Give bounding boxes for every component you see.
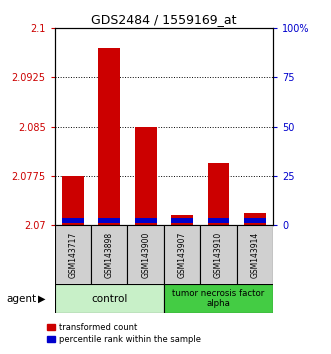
Bar [62,218,84,223]
Bar [164,225,200,285]
Bar [208,218,229,223]
Bar [98,218,120,223]
Text: GSM143717: GSM143717 [68,232,77,278]
Bar [55,225,91,285]
Text: ▶: ▶ [38,294,46,304]
Text: GSM143910: GSM143910 [214,232,223,278]
Bar [200,225,237,285]
Bar [135,218,157,223]
Bar [62,176,84,225]
Text: tumor necrosis factor
alpha: tumor necrosis factor alpha [172,289,264,308]
Text: GSM143907: GSM143907 [177,232,187,278]
Title: GDS2484 / 1559169_at: GDS2484 / 1559169_at [91,13,237,26]
Bar [244,213,266,225]
Legend: transformed count, percentile rank within the sample: transformed count, percentile rank withi… [47,323,201,344]
Bar [171,218,193,223]
Text: control: control [91,294,127,304]
Bar [55,284,164,313]
Text: agent: agent [7,294,37,304]
Bar [171,215,193,225]
Bar [135,127,157,225]
Bar [164,284,273,313]
Bar [208,162,229,225]
Bar [244,218,266,223]
Text: GSM143900: GSM143900 [141,232,150,278]
Bar [237,225,273,285]
Bar [91,225,127,285]
Text: GSM143898: GSM143898 [105,232,114,278]
Bar [127,225,164,285]
Text: GSM143914: GSM143914 [250,232,260,278]
Bar [98,48,120,225]
